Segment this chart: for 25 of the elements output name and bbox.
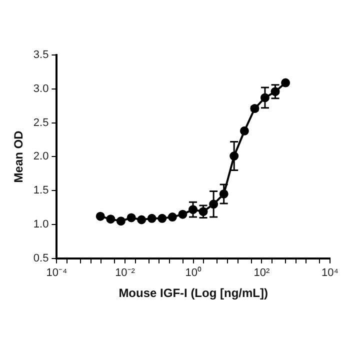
x-axis-title: Mouse IGF-I (Log [ng/mL]) bbox=[118, 286, 268, 300]
y-tick-label: 3.5 bbox=[33, 49, 49, 62]
y-tick-label: 2.0 bbox=[33, 150, 49, 163]
point bbox=[168, 212, 177, 222]
y-tick-label: 1.5 bbox=[33, 184, 49, 197]
x-tick-label: 10² bbox=[254, 267, 270, 280]
point bbox=[96, 212, 105, 221]
y-tick-label: 1.0 bbox=[33, 218, 49, 231]
point bbox=[137, 215, 146, 224]
x-tick-label: 10⁻⁴ bbox=[46, 267, 68, 280]
point bbox=[281, 78, 290, 88]
y-tick-label: 2.5 bbox=[33, 116, 49, 129]
point bbox=[240, 126, 249, 136]
x-tick-label: 10⁴ bbox=[322, 267, 339, 280]
point bbox=[158, 214, 167, 223]
point bbox=[106, 214, 116, 224]
x-tick-label: 10⁻² bbox=[115, 267, 136, 280]
point bbox=[116, 216, 126, 226]
point bbox=[178, 210, 188, 219]
y-tick-label: 3.0 bbox=[33, 82, 49, 95]
x-tick-label: 10⁰ bbox=[185, 266, 202, 280]
y-axis-title: Mean OD bbox=[12, 130, 26, 183]
point bbox=[126, 213, 136, 222]
point bbox=[147, 214, 156, 223]
y-tick-label: 0.5 bbox=[33, 252, 49, 264]
